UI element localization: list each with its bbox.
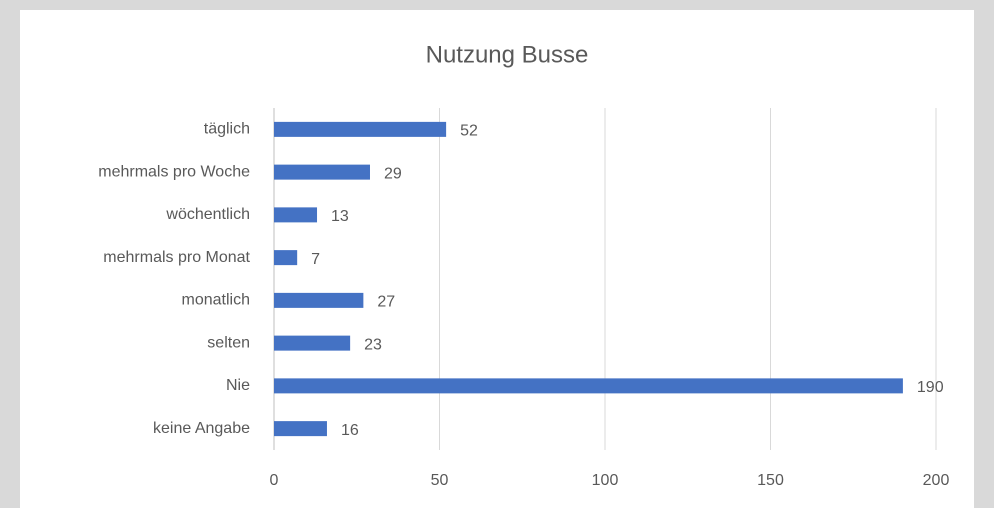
data-label: 52 <box>460 123 478 140</box>
y-tick-label: Nie <box>226 377 250 394</box>
x-tick-label: 50 <box>431 472 449 489</box>
y-tick-label: keine Angabe <box>153 420 250 437</box>
bar <box>274 421 327 437</box>
data-label: 16 <box>341 422 359 439</box>
y-tick-label: täglich <box>204 121 250 138</box>
y-tick-label: monatlich <box>182 292 250 309</box>
chart-panel <box>20 10 974 508</box>
data-label: 190 <box>917 379 944 396</box>
y-tick-label: mehrmals pro Monat <box>103 249 250 266</box>
bar <box>274 207 318 223</box>
x-tick-label: 0 <box>270 472 279 489</box>
x-tick-label: 100 <box>592 472 619 489</box>
bar <box>274 121 447 137</box>
bar <box>274 292 364 308</box>
data-label: 29 <box>384 165 402 182</box>
bar <box>274 250 298 266</box>
x-tick-label: 200 <box>923 472 950 489</box>
bar <box>274 164 370 180</box>
data-label: 13 <box>331 208 349 225</box>
x-tick-label: 150 <box>757 472 784 489</box>
data-label: 23 <box>364 336 382 353</box>
data-label: 27 <box>377 294 395 311</box>
bar <box>274 335 351 351</box>
data-label: 7 <box>311 251 320 268</box>
y-tick-label: selten <box>207 334 250 351</box>
bar <box>274 378 903 394</box>
chart-title: Nutzung Busse <box>426 41 589 68</box>
y-tick-label: wöchentlich <box>165 206 250 223</box>
y-tick-label: mehrmals pro Woche <box>98 163 250 180</box>
